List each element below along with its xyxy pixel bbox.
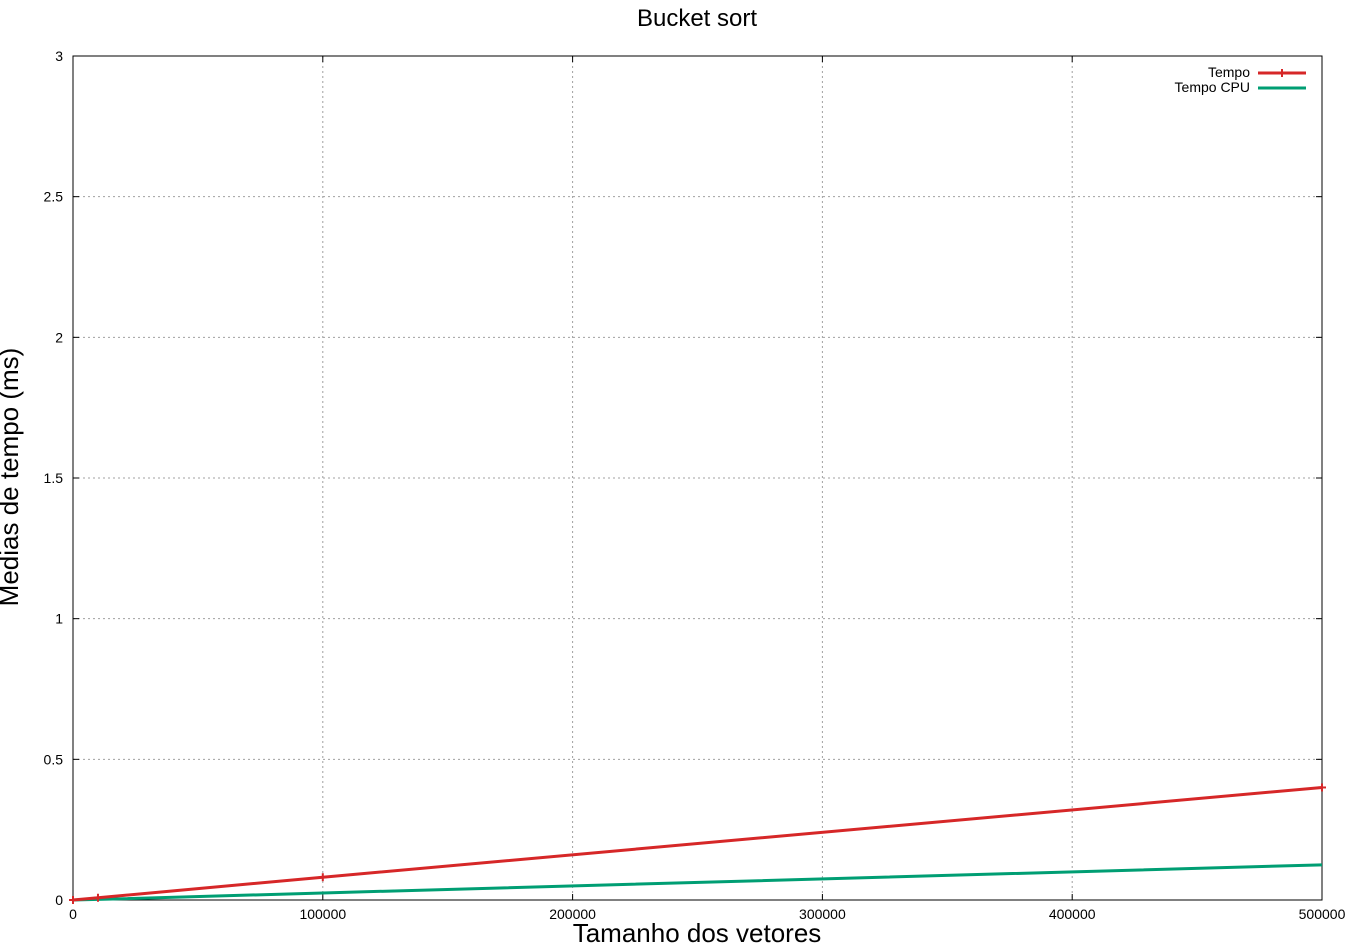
series <box>69 783 1326 904</box>
legend: Tempo Tempo CPU <box>1175 64 1306 95</box>
y-axis-title: Medias de tempo (ms) <box>0 348 24 607</box>
y-tick-label: 3 <box>55 48 63 64</box>
point-marker <box>318 873 327 882</box>
x-axis-title: Tamanho dos vetores <box>573 918 822 948</box>
y-tick-label: 1 <box>55 611 63 627</box>
legend-label-tempo-cpu: Tempo CPU <box>1175 79 1250 95</box>
x-tick-label: 500000 <box>1299 906 1346 922</box>
legend-label-tempo: Tempo <box>1208 64 1250 80</box>
y-tick-label: 2 <box>55 329 63 345</box>
grid <box>73 56 1322 900</box>
x-tick-label: 200000 <box>549 906 596 922</box>
chart-title: Bucket sort <box>637 5 757 32</box>
ticks: 0 100000 200000 300000 400000 500000 0 0.5 1 1.5 2… <box>44 48 1346 922</box>
point-marker <box>1318 783 1326 792</box>
x-tick-label: 400000 <box>1049 906 1096 922</box>
legend-marker-tempo <box>1278 69 1286 77</box>
point-marker <box>93 893 102 902</box>
series-line-tempo <box>72 785 1323 902</box>
y-tick-label: 0 <box>55 892 63 908</box>
x-tick-label: 300000 <box>799 906 846 922</box>
y-tick-label: 2.5 <box>44 189 64 205</box>
point-marker <box>1278 69 1286 77</box>
x-tick-label: 0 <box>69 906 77 922</box>
point-marker <box>69 896 77 904</box>
x-tick-label: 100000 <box>299 906 346 922</box>
y-tick-label: 1.5 <box>44 470 64 486</box>
y-tick-label: 0.5 <box>44 751 64 767</box>
